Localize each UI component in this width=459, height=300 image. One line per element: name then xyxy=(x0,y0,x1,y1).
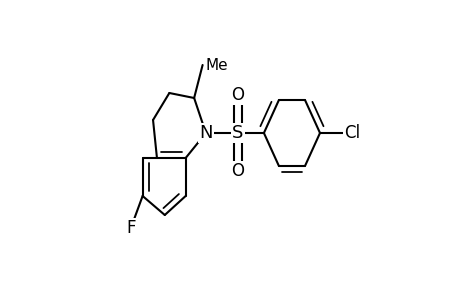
Text: F: F xyxy=(126,219,135,237)
Text: O: O xyxy=(231,86,244,104)
Text: O: O xyxy=(231,162,244,180)
Text: Me: Me xyxy=(205,58,227,73)
Text: S: S xyxy=(232,124,243,142)
Text: N: N xyxy=(199,124,212,142)
Text: Cl: Cl xyxy=(343,124,359,142)
